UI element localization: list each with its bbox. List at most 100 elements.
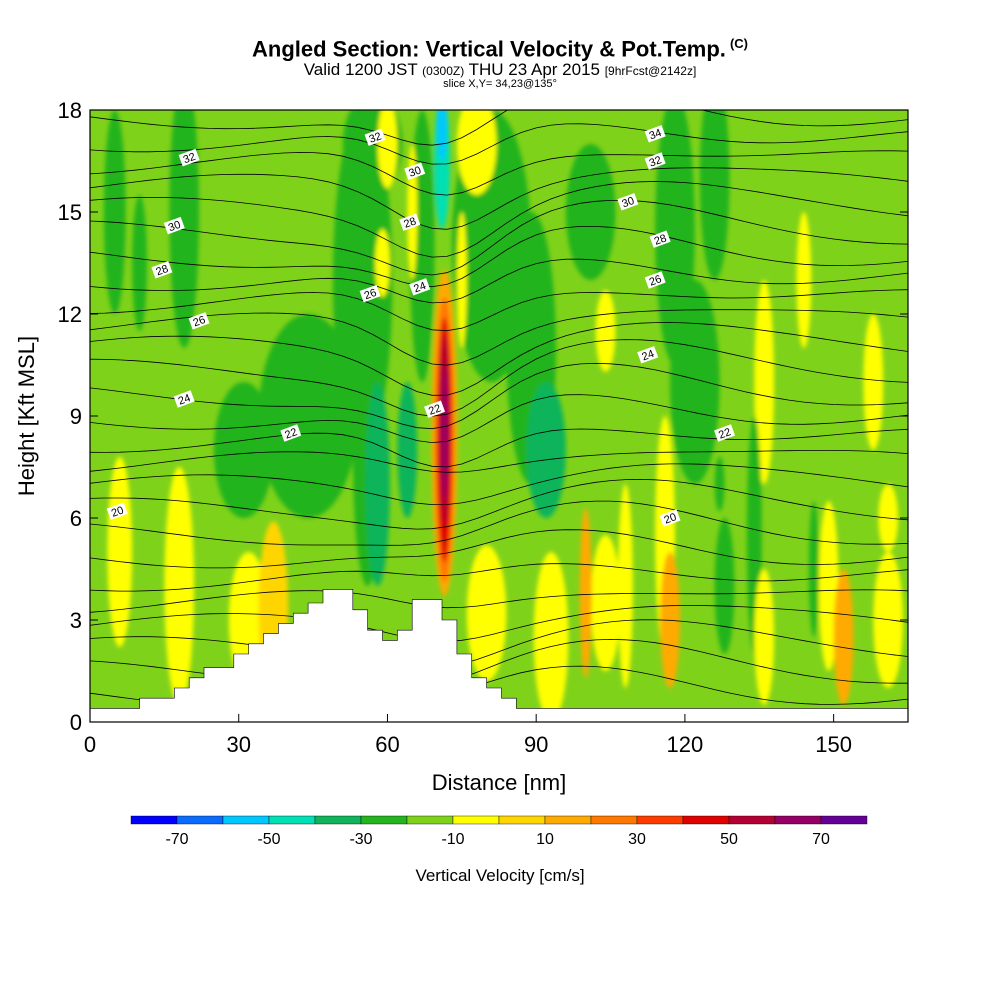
contour-label-box <box>151 261 173 279</box>
x-tick-label: 30 <box>226 732 250 757</box>
colorbar-tick-label: 10 <box>536 831 554 848</box>
velocity-blob <box>164 467 195 705</box>
velocity-blob <box>407 144 418 280</box>
contour-label-box <box>173 390 195 408</box>
colorbar-swatch <box>774 815 822 825</box>
contour-label-text: 24 <box>640 348 656 363</box>
contour-label-box <box>714 424 736 442</box>
velocity-blob <box>258 314 358 518</box>
contour-label-text: 26 <box>648 273 664 288</box>
velocity-blob <box>397 382 418 518</box>
terrain <box>89 589 909 723</box>
contour-label: 26 <box>188 312 210 330</box>
velocity-blobs <box>103 110 904 722</box>
contour-label-box <box>659 509 681 527</box>
contour-label-text: 20 <box>663 511 679 526</box>
isentrope <box>90 309 908 366</box>
velocity-blob <box>670 280 720 484</box>
chart-title-text: Angled Section: Vertical Velocity & Pot.… <box>252 36 726 62</box>
isentrope <box>90 200 908 276</box>
contour-label-text: 20 <box>110 504 126 519</box>
contour-label-text: 28 <box>653 232 669 247</box>
contour-label-box <box>617 193 639 211</box>
y-tick-label: 3 <box>70 608 82 633</box>
pot-temp-contours <box>90 110 908 708</box>
contour-label-text: 26 <box>363 287 379 302</box>
contour-label-box <box>188 312 210 330</box>
contour-label: 22 <box>280 424 302 442</box>
velocity-blob <box>456 110 497 195</box>
y-axis: 0 3 6 9 12 15 18 <box>58 98 908 735</box>
colorbar-tick-label: 70 <box>812 831 830 848</box>
isentrope <box>90 123 908 165</box>
y-axis-label: Height [Kft MSL] <box>14 336 39 496</box>
x-axis-label: Distance [nm] <box>432 770 567 795</box>
velocity-blob <box>103 110 126 314</box>
isentrope <box>90 394 908 444</box>
contour-label-box <box>280 424 302 442</box>
isentrope <box>90 428 908 468</box>
contour-label: 26 <box>644 271 666 289</box>
velocity-blob <box>533 552 569 722</box>
contour-label-box <box>364 128 386 146</box>
contour-label-box <box>163 216 185 235</box>
colorbar-swatch <box>498 815 546 825</box>
colorbar-tick-label: 30 <box>628 831 646 848</box>
contour-label-box <box>178 148 200 167</box>
x-tick-label: 90 <box>524 732 548 757</box>
isentrope <box>90 339 908 417</box>
contour-label-box <box>399 213 421 231</box>
colorbar-swatch <box>544 815 592 825</box>
units-tag: (C) <box>729 36 748 51</box>
isentrope <box>90 362 908 430</box>
y-tick-label: 15 <box>58 200 82 225</box>
contour-label-text: 22 <box>427 402 443 417</box>
colorbar-tick-label: 50 <box>720 831 738 848</box>
colorbar-swatch <box>314 815 362 825</box>
velocity-blob <box>808 501 819 637</box>
contour-label-box <box>404 162 426 180</box>
x-tick-label: 0 <box>84 732 96 757</box>
colorbar-swatch <box>268 815 316 825</box>
colorbar-swatch <box>636 815 684 825</box>
isentrope <box>90 463 908 506</box>
contour-label-box <box>644 125 666 143</box>
velocity-blob <box>107 456 133 648</box>
colorbar-tick-label: -70 <box>165 831 188 848</box>
velocity-blob <box>796 212 812 348</box>
y-tick-label: 18 <box>58 98 82 123</box>
velocity-blob <box>377 110 398 189</box>
valid-utc: (0300Z) <box>422 64 465 78</box>
contour-label: 34 <box>644 125 666 143</box>
velocity-blob <box>699 110 730 280</box>
colorbar-swatch <box>452 815 500 825</box>
contour-label-box <box>424 400 446 418</box>
contour-label: 24 <box>173 390 195 408</box>
contour-label-text: 24 <box>177 392 193 407</box>
contour-label: 22 <box>424 400 446 418</box>
isentrope <box>90 226 908 288</box>
isentrope <box>90 563 908 592</box>
contour-label-box <box>359 284 381 303</box>
contour-label-text: 32 <box>648 154 664 169</box>
isentrope <box>90 110 908 146</box>
colorbar-tick-label: -30 <box>349 831 372 848</box>
isentrope <box>90 619 908 669</box>
velocity-blob <box>595 290 616 372</box>
contour-label-box <box>637 346 659 364</box>
contour-label-text: 30 <box>167 219 183 234</box>
contour-label: 32 <box>364 128 386 146</box>
contour-label: 32 <box>644 152 666 170</box>
colorbar-swatch <box>820 815 868 825</box>
velocity-blob <box>565 144 616 280</box>
velocity-blob <box>863 314 884 450</box>
forecast-info: [9hrFcst@2142z] <box>604 64 697 78</box>
contour-labels: 32 30 28 26 24 20 22 32 30 28 26 24 22 34 32 30 28 26 24 22… <box>106 125 736 527</box>
isentrope <box>90 167 908 230</box>
isentrope <box>90 589 908 613</box>
chart-title: Angled Section: Vertical Velocity & Pot.… <box>0 36 1000 62</box>
contour-label: 26 <box>359 284 381 303</box>
contour-label-text: 26 <box>192 314 208 329</box>
valid-time-line: Valid 1200 JST (0300Z) THU 23 Apr 2015 [… <box>0 60 1000 80</box>
